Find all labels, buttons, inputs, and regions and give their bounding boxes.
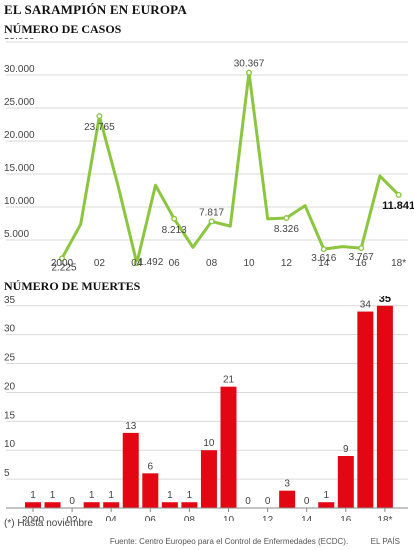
deaths-y-tick-label: 30 (4, 324, 16, 335)
deaths-y-tick-label: 5 (4, 468, 10, 479)
cases-x-tick-label: 10 (243, 258, 255, 269)
cases-data-label: 8.213 (162, 225, 187, 236)
deaths-data-label: 1 (30, 490, 36, 501)
cases-x-tick-label: 06 (169, 258, 181, 269)
cases-point-marker (320, 246, 327, 253)
cases-y-tick-label: 5.000 (4, 229, 29, 240)
cases-x-tick-label: 08 (206, 258, 218, 269)
deaths-y-tick-label: 15 (4, 410, 16, 421)
deaths-data-label: 1 (89, 490, 95, 501)
source-line: Fuente: Centro Europeo para el Control d… (110, 537, 400, 546)
cases-data-label: 30.367 (234, 59, 265, 70)
deaths-x-tick-label: 18* (377, 515, 392, 521)
deaths-data-label: 6 (148, 461, 154, 472)
cases-point-marker (245, 69, 252, 76)
deaths-bar (44, 502, 61, 508)
cases-x-tick-label: 04 (131, 258, 143, 269)
deaths-bar (357, 311, 374, 508)
deaths-bar (337, 456, 354, 508)
cases-data-label: 3.767 (349, 252, 374, 263)
deaths-x-tick-label: 04 (106, 515, 118, 521)
cases-x-tick-label: 02 (94, 258, 106, 269)
deaths-data-label: 1 (187, 490, 193, 501)
cases-y-tick-label: 15.000 (4, 163, 35, 174)
deaths-bar (142, 473, 159, 508)
deaths-data-label: 0 (69, 496, 75, 507)
deaths-data-label: 10 (203, 438, 215, 449)
publisher-name: EL PAÍS (370, 537, 400, 546)
deaths-chart-title: NÚMERO DE MUERTES (4, 279, 141, 293)
deaths-bar (376, 305, 393, 508)
cases-point-marker (283, 215, 290, 222)
deaths-data-label: 0 (245, 496, 251, 507)
deaths-y-tick-label: 20 (4, 381, 16, 392)
deaths-bar (220, 386, 237, 508)
cases-point-marker (395, 191, 402, 198)
cases-y-tick-label: 35.000 (4, 38, 35, 42)
cases-y-tick-label: 25.000 (4, 97, 35, 108)
deaths-data-label: 34 (360, 300, 372, 311)
deaths-data-label: 13 (125, 421, 137, 432)
deaths-data-label: 1 (167, 490, 173, 501)
cases-point-marker (133, 260, 140, 267)
cases-data-label: 7.817 (199, 207, 224, 218)
deaths-y-tick-label: 25 (4, 353, 16, 364)
deaths-data-label: 21 (223, 375, 235, 386)
deaths-data-label: 0 (265, 496, 271, 507)
cases-point-marker (96, 113, 103, 120)
footnote: (*) Hasta noviembre (4, 518, 93, 529)
cases-x-tick-label: 16 (356, 258, 368, 269)
deaths-bar (181, 502, 198, 508)
deaths-data-label: 0 (304, 496, 310, 507)
deaths-bar (318, 502, 335, 508)
cases-data-label: 1.492 (138, 257, 163, 268)
cases-data-label: 2.225 (51, 262, 76, 273)
cases-x-tick-label: 14 (318, 258, 330, 269)
deaths-x-tick-label: 08 (184, 515, 196, 521)
deaths-bar (25, 502, 41, 508)
cases-series-line (60, 71, 401, 265)
cases-point-marker (59, 255, 66, 262)
deaths-data-label: 9 (343, 444, 349, 455)
cases-chart-title: NÚMERO DE CASOS (4, 22, 122, 36)
deaths-x-tick-label: 02 (67, 515, 79, 521)
cases-x-tick-label: 18* (391, 258, 406, 269)
cases-point-marker (171, 215, 178, 222)
deaths-bar (103, 502, 120, 508)
deaths-bar (161, 502, 178, 508)
cases-point-marker (208, 218, 215, 225)
deaths-bar (200, 450, 217, 508)
cases-data-label: 11.841 (382, 200, 414, 212)
deaths-data-label: 35 (379, 296, 391, 305)
cases-y-tick-label: 10.000 (4, 196, 35, 207)
deaths-x-tick-label: 06 (145, 515, 157, 521)
deaths-data-label: 3 (284, 479, 290, 490)
deaths-x-tick-label: 14 (301, 515, 313, 521)
cases-data-label: 3.616 (311, 253, 336, 264)
source-text: Fuente: Centro Europeo para el Control d… (109, 537, 349, 546)
deaths-x-tick-label: 12 (262, 515, 274, 521)
deaths-y-tick-label: 10 (4, 439, 16, 450)
deaths-data-label: 1 (108, 490, 114, 501)
cases-point-marker (358, 245, 365, 252)
cases-y-tick-label: 30.000 (4, 64, 35, 75)
cases-y-tick-label: 20.000 (4, 130, 35, 141)
page-title: EL SARAMPIÓN EN EUROPA (4, 2, 187, 17)
cases-data-label: 8.326 (274, 224, 299, 235)
cases-data-label: 23.765 (84, 122, 115, 133)
deaths-x-tick-label: 2000 (22, 515, 45, 521)
deaths-bar (83, 502, 100, 508)
cases-x-tick-label: 12 (281, 258, 293, 269)
deaths-y-tick-label: 35 (4, 296, 16, 306)
deaths-bar (122, 432, 139, 508)
deaths-x-tick-label: 10 (223, 515, 235, 521)
deaths-data-label: 1 (323, 490, 329, 501)
cases-line-chart: 5.000 10.000 15.000 20.000 25.000 30.000 35.00… (4, 38, 414, 273)
deaths-bar (279, 490, 296, 508)
deaths-x-tick-label: 16 (340, 515, 352, 521)
cases-x-tick-label: 2000 (51, 258, 74, 269)
deaths-data-label: 1 (50, 490, 56, 501)
